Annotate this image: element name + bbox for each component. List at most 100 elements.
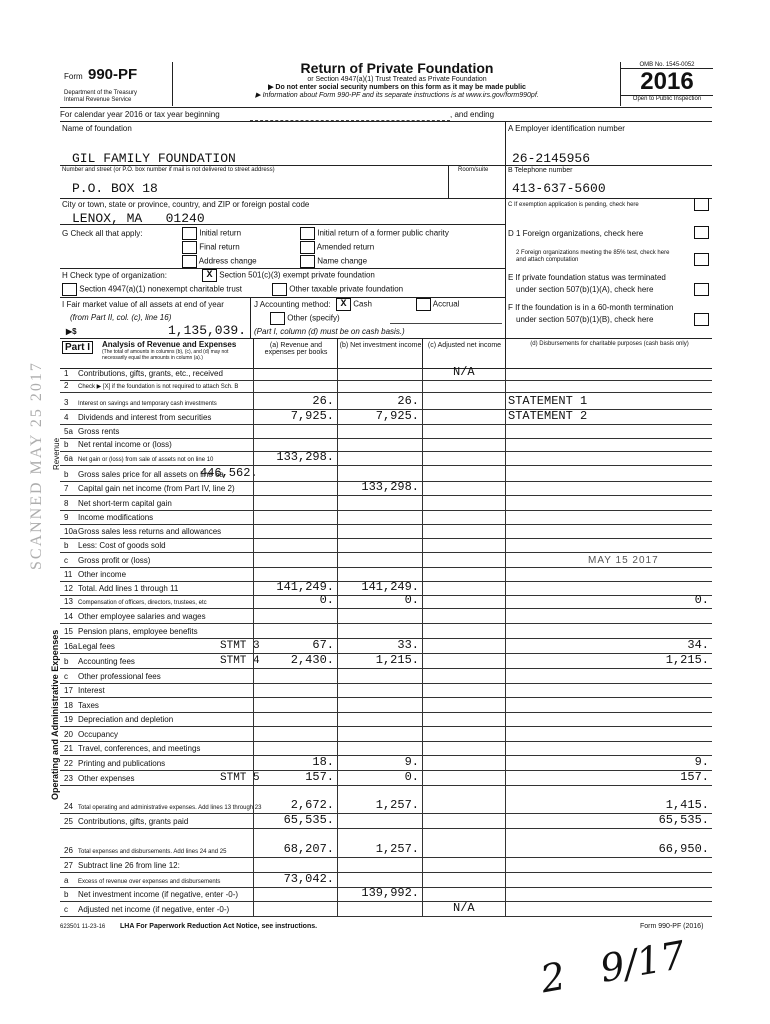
amount-a: 133,298. (276, 450, 334, 464)
cell-col-a (253, 553, 338, 567)
col-d-header: (d) Disbursements for charitable purpose… (505, 338, 713, 368)
e-checkbox[interactable] (694, 283, 709, 296)
phone-label: B Telephone number (508, 167, 573, 174)
j-accrual[interactable]: Accrual (416, 298, 459, 311)
option-label: Address change (198, 256, 257, 266)
g-name-change[interactable]: Name change (300, 255, 367, 268)
option-label: Other taxable private foundation (289, 284, 404, 294)
line-number: 16a (64, 642, 78, 651)
amount-d: 1,215. (665, 653, 709, 667)
f-label-2: under section 507(b)(1)(B), check here (516, 315, 654, 324)
h-4947[interactable]: Section 4947(a)(1) nonexempt charitable … (62, 283, 242, 296)
checkbox[interactable] (300, 241, 315, 254)
checkbox[interactable] (270, 312, 285, 325)
footer-code: 623501 11-23-16 (60, 924, 106, 930)
j-cash[interactable]: X Cash (336, 298, 372, 311)
d2-label: 2 Foreign organizations meeting the 85% … (516, 250, 670, 263)
g-initial-former-charity[interactable]: Initial return of a former public charit… (300, 227, 449, 240)
tax-year-begin-field[interactable] (250, 119, 450, 121)
cell-col-c (422, 496, 506, 510)
option-label: Initial return (199, 228, 242, 238)
line-number: 13 (64, 597, 73, 606)
checkbox[interactable] (272, 283, 287, 296)
amount-d: STATEMENT 2 (508, 409, 588, 423)
c-checkbox[interactable] (694, 198, 709, 211)
irs-label: Internal Revenue Service (64, 97, 132, 103)
year-box: OMB No. 1545-0052 2016 Open to Public In… (620, 62, 713, 106)
cell-col-c (422, 539, 506, 552)
cell-col-c: N/A (422, 365, 506, 380)
line-number: 1 (64, 369, 69, 378)
line-label: Other expenses (78, 774, 135, 783)
checkbox[interactable] (300, 227, 315, 240)
table-row: 21 Travel, conferences, and meetings (60, 742, 712, 756)
footer-form: Form 990-PF (2016) (640, 923, 704, 930)
part1-header: Part I Analysis of Revenue and Expenses … (60, 338, 712, 369)
cell-col-d: STATEMENT 2 (505, 409, 713, 424)
cell-col-d (505, 452, 713, 465)
j-other[interactable]: Other (specify) (270, 312, 340, 325)
line-number: 6a (64, 454, 73, 463)
table-row: b Accounting fees STMT 4 2,430. 1,215. 1,215. (60, 653, 712, 669)
checkbox[interactable] (182, 255, 197, 268)
line-label: Gross rents (78, 427, 120, 436)
cell-col-b (337, 727, 423, 741)
cell-col-d: 65,535. (505, 813, 713, 828)
cell-col-c (422, 873, 506, 887)
cell-col-a (253, 525, 338, 538)
cell-col-d (505, 568, 713, 581)
cell-col-d (505, 425, 713, 438)
cell-col-b (337, 496, 423, 510)
f-checkbox[interactable] (694, 313, 709, 326)
d1-checkbox[interactable] (694, 226, 709, 239)
checkbox[interactable] (182, 227, 197, 240)
checkbox[interactable] (62, 283, 77, 296)
cell-col-b (337, 439, 423, 451)
amount-d: 66,950. (658, 842, 709, 856)
side-label-revenue: Revenue (52, 437, 61, 470)
cell-col-a (253, 368, 338, 380)
g-initial-return[interactable]: Initial return (182, 227, 241, 240)
g-amended-return[interactable]: Amended return (300, 241, 374, 254)
cell-col-b (337, 858, 423, 872)
part1-tag: Part I (62, 341, 94, 354)
d2-checkbox[interactable] (694, 253, 709, 266)
option-label: Section 4947(a)(1) nonexempt charitable … (79, 284, 242, 294)
tax-year: 2016 (640, 68, 694, 95)
cell-col-d (505, 553, 713, 567)
cell-col-d (505, 381, 713, 392)
checkbox[interactable] (416, 298, 431, 311)
line-number: 10a (64, 527, 78, 536)
cell-col-c (422, 771, 506, 785)
table-row: b Gross sales price for all assets on lin… (60, 466, 712, 482)
cell-col-a: 68,207. (253, 829, 338, 857)
checkbox-checked[interactable]: X (336, 298, 351, 311)
i-prefix: ▶$ (66, 327, 77, 336)
cell-col-b: 1,257. (337, 829, 423, 857)
cell-col-b (337, 814, 423, 828)
table-row: 16a Legal fees STMT 3 67. 33. 34. (60, 638, 712, 654)
h-501c3[interactable]: X Section 501(c)(3) exempt private found… (202, 269, 375, 282)
cell-col-c (422, 466, 506, 481)
cell-col-d: 1,415. (505, 786, 713, 813)
line-number: 27 (64, 861, 73, 870)
checkbox[interactable] (182, 241, 197, 254)
cell-col-b (337, 873, 423, 887)
checkbox-checked[interactable]: X (202, 269, 217, 282)
table-row: 1 Contributions, gifts, grants, etc., rec… (60, 365, 712, 381)
line-number: c (64, 556, 68, 565)
g-address-change[interactable]: Address change (182, 255, 257, 268)
cell-col-a: 26. (253, 393, 338, 409)
table-row: c Gross profit or (loss) (60, 553, 712, 568)
col-c-header: (c) Adjusted net income (422, 338, 506, 368)
g-final-return[interactable]: Final return (182, 241, 240, 254)
cell-col-d: STATEMENT 1 (505, 393, 713, 409)
h-label: H Check type of organization: (62, 271, 167, 280)
h-other-taxable[interactable]: Other taxable private foundation (272, 283, 403, 296)
line-label: Gross sales less returns and allowances (78, 527, 222, 536)
checkbox[interactable] (300, 255, 315, 268)
line-label: Occupancy (78, 730, 119, 739)
j-other-field[interactable] (390, 323, 502, 324)
cell-col-d (505, 669, 713, 683)
info-note: ▶ Information about Form 990-PF and its … (255, 92, 539, 99)
